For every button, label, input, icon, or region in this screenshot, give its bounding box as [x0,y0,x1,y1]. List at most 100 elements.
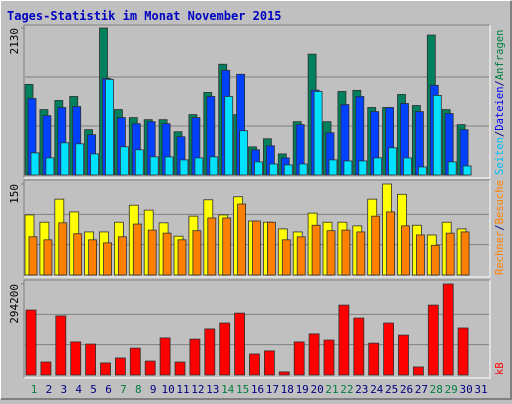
bar [343,160,353,176]
bar [373,157,383,176]
bar [194,157,204,176]
x-tick-label: 16 [251,383,264,396]
bar [298,163,308,176]
bar [219,322,231,376]
bar [192,230,202,276]
bar [73,233,83,276]
bar [55,315,67,376]
bar [283,164,293,176]
bar [313,91,323,176]
x-tick-label: 29 [445,383,458,396]
bar [144,360,156,376]
bar [417,166,427,176]
bar [328,159,338,176]
bar [353,317,365,376]
legend-entry: Anfragen [494,30,506,81]
bar [462,165,472,176]
bar [311,224,321,276]
bar [118,236,127,276]
x-tick-label: 20 [310,383,323,396]
bar [177,239,187,276]
bar [28,236,38,276]
legend-entry: Besuche [494,180,506,224]
x-tick-label: 28 [430,383,443,396]
bar [147,229,157,276]
x-tick-label: 3 [60,383,67,396]
bar [58,222,68,276]
bar [308,333,320,376]
panel-border-dark [23,24,490,178]
bar [239,130,249,176]
x-tick-label: 30 [459,383,472,396]
panel-border-dark [23,179,490,277]
bar [60,142,70,176]
x-tick-label: 11 [176,383,189,396]
bar [45,157,55,176]
bar [159,337,171,376]
bar [207,217,217,276]
x-tick-label: 8 [135,383,142,396]
bar [75,143,85,176]
bar [368,342,380,376]
bar [90,153,99,176]
x-tick-label: 5 [90,383,97,396]
x-tick-label: 2 [46,383,53,396]
bar [132,223,142,276]
y-tick-label: 294200 [8,284,21,324]
bar [174,361,186,376]
x-tick-label: 17 [266,383,279,396]
bar [222,217,232,276]
bar [293,341,305,376]
x-tick-label: 13 [206,383,219,396]
bar [356,231,366,276]
bar [296,236,306,276]
bar [414,111,424,176]
bar [179,159,189,176]
bar [234,312,246,376]
x-tick-label: 18 [281,383,294,396]
x-tick-label: 10 [161,383,174,396]
bar [445,232,455,276]
bar [358,160,368,176]
x-tick-label: 27 [415,383,428,396]
bar [25,309,37,376]
bar [442,283,454,376]
x-tick-label: 25 [385,383,398,396]
bar [427,304,439,376]
bar [412,366,424,376]
x-tick-label: 1 [31,383,38,396]
legend-entry: kB [494,362,506,375]
bar [120,146,129,176]
bar [341,229,351,276]
panel-border-light [24,280,491,379]
bar [237,203,247,276]
bar [398,334,409,376]
bar [252,220,261,276]
legend: Seiten/Dateien/Anfragen [494,30,506,175]
bar [249,353,260,376]
bar [70,341,82,376]
bar [189,338,201,376]
bar [162,232,172,276]
bar [326,230,336,276]
bar [430,244,440,276]
x-tick-label: 6 [105,383,112,396]
bar [134,149,144,176]
x-tick-label: 7 [120,383,127,396]
y-tick-label: 150 [8,184,21,204]
bar [386,211,396,276]
bar [149,156,159,176]
legend-separator: / [494,224,506,230]
panel-border-light [24,25,491,179]
x-tick-label: 14 [221,383,235,396]
bar [88,239,97,276]
x-tick-label: 19 [296,383,309,396]
x-tick-label: 22 [340,383,353,396]
bar [129,347,141,376]
bar [371,215,381,276]
bar [105,78,114,176]
x-tick-label: 26 [400,383,413,396]
x-tick-label: 24 [370,383,384,396]
